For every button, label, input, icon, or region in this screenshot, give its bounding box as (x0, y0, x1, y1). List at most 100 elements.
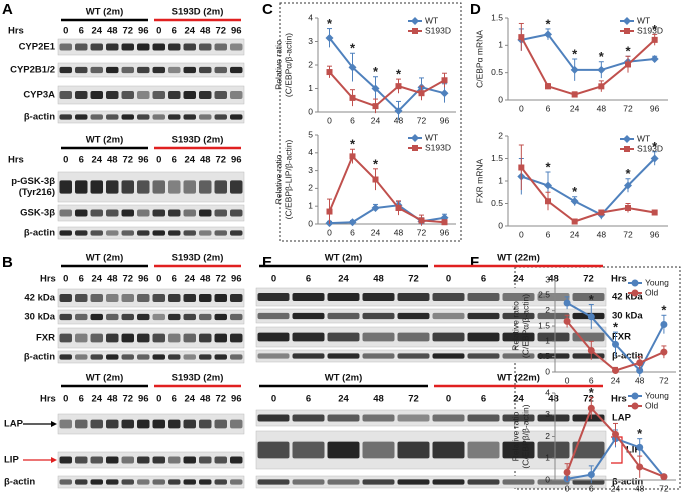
lane-label: 6 (79, 274, 84, 285)
blot-band (121, 43, 134, 51)
blot-band (537, 293, 570, 301)
blot-band (432, 441, 465, 459)
significance-star: * (572, 46, 578, 61)
marker (395, 204, 402, 211)
blot-band (183, 180, 196, 194)
series-line (520, 36, 656, 96)
y-axis-label: C/EBPα mRNA (474, 30, 484, 88)
x-tick-label: 0 (565, 375, 570, 385)
blot-band (362, 414, 395, 422)
blot-band (59, 479, 72, 485)
significance-star: * (637, 426, 643, 441)
row-label: β-actin (24, 228, 55, 239)
blot-band (152, 209, 165, 217)
marker (660, 348, 668, 356)
blot-band (59, 230, 72, 236)
hrs-label: Hrs (611, 274, 627, 285)
x-tick-label: 24 (371, 227, 381, 237)
x-tick-label: 72 (623, 229, 633, 239)
marker (326, 208, 333, 215)
group-label: WT (2m) (86, 253, 123, 264)
row-label: CYP2B1/2 (10, 65, 55, 76)
blot-band (257, 479, 290, 485)
legend-label: S193D (637, 25, 663, 35)
blot-band (75, 294, 88, 302)
blot-band (467, 479, 500, 485)
x-tick-label: 0 (519, 103, 524, 113)
blot-band (230, 354, 243, 360)
marker (636, 366, 644, 374)
lane-label: 24 (91, 394, 102, 405)
blot-band (168, 91, 181, 99)
blot-band (537, 353, 570, 359)
marker (441, 77, 448, 84)
panel-letter: A (2, 1, 13, 18)
y-axis-label: Relative ratio (273, 40, 283, 90)
lane-label: 6 (481, 274, 486, 285)
blot-band (152, 479, 165, 485)
blot-band (90, 294, 103, 302)
x-tick-label: 72 (417, 115, 427, 125)
blot-band (432, 312, 465, 320)
lane-label: 0 (271, 274, 276, 285)
marker (371, 203, 380, 212)
blot-band (137, 66, 150, 74)
blot-band (137, 209, 150, 217)
blot-band (537, 479, 570, 485)
legend-marker (412, 145, 418, 151)
y-axis-label: FXR mRNA (474, 158, 484, 203)
marker (651, 36, 658, 43)
blot-band (230, 294, 243, 302)
blot-band (152, 66, 165, 74)
lane-label: 6 (79, 155, 84, 166)
y-tick-label: 2 (308, 183, 313, 193)
row-label: β-actin (612, 477, 643, 488)
x-tick-label: 24 (611, 375, 621, 385)
blot-band (292, 479, 325, 485)
x-tick-label: 0 (327, 115, 332, 125)
blot-band (292, 332, 325, 342)
blot-band (362, 332, 395, 342)
blot-strip (57, 204, 245, 222)
blot-band (106, 43, 119, 51)
series-line (328, 71, 445, 108)
blot-band (121, 230, 134, 236)
marker (625, 205, 631, 211)
lane-label: 0 (63, 394, 68, 405)
blot-band (327, 332, 360, 342)
blot-band (168, 479, 181, 485)
group-label: WT (2m) (86, 135, 123, 146)
x-tick-label: 72 (417, 227, 427, 237)
blot-band (137, 354, 150, 360)
blot-band (90, 479, 103, 485)
panel-letter: B (2, 254, 13, 271)
blot-band (199, 91, 212, 99)
x-tick-label: 6 (546, 103, 551, 113)
significance-star: * (661, 303, 667, 318)
blot-band (152, 230, 165, 236)
marker (650, 55, 659, 63)
blot-band (137, 294, 150, 302)
blot-band (75, 91, 88, 99)
blot-band (292, 353, 325, 359)
blot-band (106, 294, 119, 302)
blot-band (106, 354, 119, 360)
row-label: LAP (4, 419, 24, 430)
legend-label: S193D (425, 142, 451, 152)
marker (624, 181, 632, 190)
legend-marker (631, 402, 639, 410)
row-label: CYP3A (23, 90, 55, 101)
marker (518, 34, 525, 41)
blot-band (90, 230, 103, 236)
y-tick-label: 4 (308, 12, 313, 22)
row-label: p-GSK-3β (11, 176, 55, 187)
legend-label: S193D (637, 143, 663, 153)
blot-strip (255, 308, 607, 324)
blot-band (59, 209, 72, 217)
marker (612, 366, 619, 374)
blot-band (137, 456, 150, 464)
marker (651, 209, 658, 216)
blot-band (121, 91, 134, 99)
row-label: LIP (626, 445, 641, 456)
lane-label: 6 (481, 394, 486, 405)
